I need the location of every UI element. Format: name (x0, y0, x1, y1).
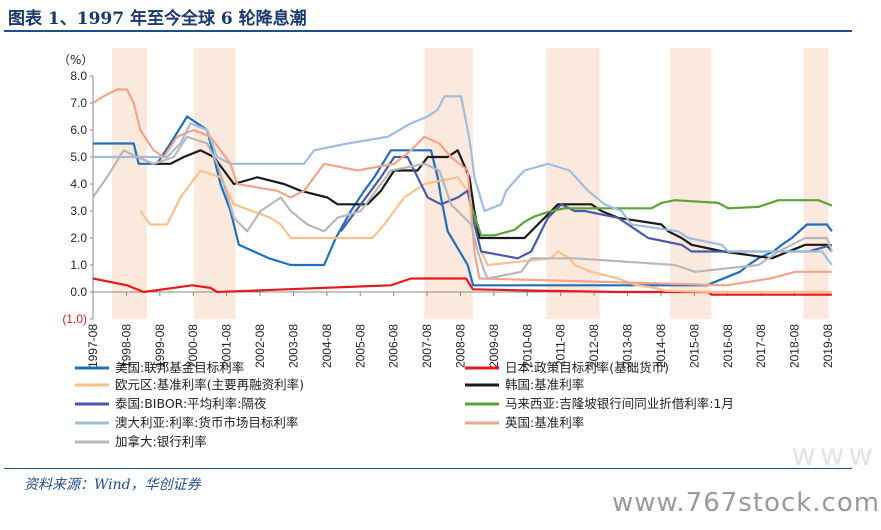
y-tick-label: 8.0 (70, 69, 87, 83)
series-line-3 (139, 169, 832, 294)
series-lines (91, 88, 833, 296)
series-line-8 (92, 88, 832, 287)
x-tick-label: 2001-08 (220, 324, 234, 368)
x-tick-label: 2014-08 (654, 324, 668, 368)
easing-period-2 (193, 48, 236, 319)
x-tick-label: 2006-08 (387, 324, 401, 368)
series-line-5 (339, 155, 833, 260)
series-line-1 (92, 115, 833, 287)
x-tick-label: 2011-08 (554, 324, 568, 367)
x-tick-label: 2004-08 (320, 324, 334, 368)
x-tick-label: 2013-08 (621, 324, 635, 368)
unit-label: （%） (58, 53, 93, 67)
x-tick-label: 2012-08 (587, 324, 601, 368)
easing-cycle-shading (111, 48, 829, 319)
x-tick-label: 2018-08 (788, 324, 802, 368)
legend-label-1: 美国:联邦基金目标利率 (115, 360, 244, 375)
chart-title: 图表 1、1997 年至今全球 6 轮降息潮 (8, 9, 307, 29)
x-tick-label: 2002-08 (253, 324, 267, 368)
y-tick-label: 3.0 (70, 204, 87, 218)
legend-label-7: 澳大利亚:利率:货币市场目标利率 (115, 415, 298, 430)
watermark-ghost: www (791, 438, 877, 473)
legend-label-4: 韩国:基准利率 (505, 377, 584, 392)
legend-label-9: 加拿大:银行利率 (115, 434, 207, 449)
x-tick-label: 2000-08 (186, 324, 200, 368)
series-line-7 (92, 95, 833, 266)
rate-cut-line-chart: （%） 8.0 7.0 6.0 5.0 4.0 3.0 2.0 1.0 0.0 (1.0)1997-… (58, 48, 835, 449)
y-tick-label: 0.0 (70, 285, 87, 299)
x-tick-label: 2007-08 (420, 324, 434, 368)
y-tick-label: 2.0 (70, 231, 87, 245)
legend-label-5: 泰国:BIBOR:平均利率:隔夜 (115, 396, 267, 411)
x-tick-label: 2009-08 (487, 324, 501, 368)
title-divider (4, 30, 852, 32)
legend-label-3: 欧元区:基准利率(主要再融资利率) (115, 377, 304, 392)
x-tick-label: 2005-08 (353, 324, 367, 368)
series-line-6 (468, 199, 833, 237)
easing-period-6 (803, 48, 829, 319)
x-tick-label: 2008-08 (454, 324, 468, 368)
x-tick-label: 1999-08 (153, 324, 167, 368)
x-tick-label: 2003-08 (286, 324, 300, 368)
legend-label-6: 马来西亚:吉隆坡银行间同业折借利率:1月 (505, 396, 734, 411)
y-tick-label: 1.0 (70, 258, 87, 272)
legend: 美国:联邦基金目标利率 日本:政策目标利率(基础货币) 欧元区:基准利率(主要再融资… (75, 360, 734, 449)
y-tick-label: 7.0 (70, 96, 87, 110)
legend-label-8: 英国:基准利率 (505, 415, 584, 430)
x-tick-label: 2017-08 (754, 324, 768, 368)
x-tick-label: 2016-08 (721, 324, 735, 368)
easing-period-5 (669, 48, 712, 319)
easing-period-3 (424, 48, 473, 319)
x-tick-label: 2015-08 (687, 324, 701, 368)
y-tick-label: 6.0 (70, 123, 87, 137)
series-line-4 (153, 149, 833, 260)
y-tick-label: 5.0 (70, 150, 87, 164)
site-watermark: www.767stock.com (612, 488, 881, 518)
x-tick-label: 1997-08 (86, 324, 100, 368)
y-tick-label: 4.0 (70, 177, 87, 191)
x-tick-label: 1998-08 (119, 324, 133, 368)
footer-divider (4, 468, 852, 469)
easing-period-4 (546, 48, 600, 319)
x-tick-label: 2019-08 (821, 324, 835, 368)
x-tick-label: 2010-08 (520, 324, 534, 368)
series-line-9 (91, 135, 833, 280)
legend-label-2: 日本:政策目标利率(基础货币) (505, 360, 669, 375)
y-tick-label: (1.0) (62, 312, 87, 326)
source-note: 资料来源：Wind，华创证券 (24, 477, 201, 493)
